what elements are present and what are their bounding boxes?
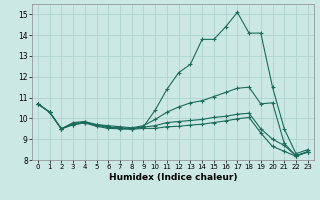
X-axis label: Humidex (Indice chaleur): Humidex (Indice chaleur) [108, 173, 237, 182]
